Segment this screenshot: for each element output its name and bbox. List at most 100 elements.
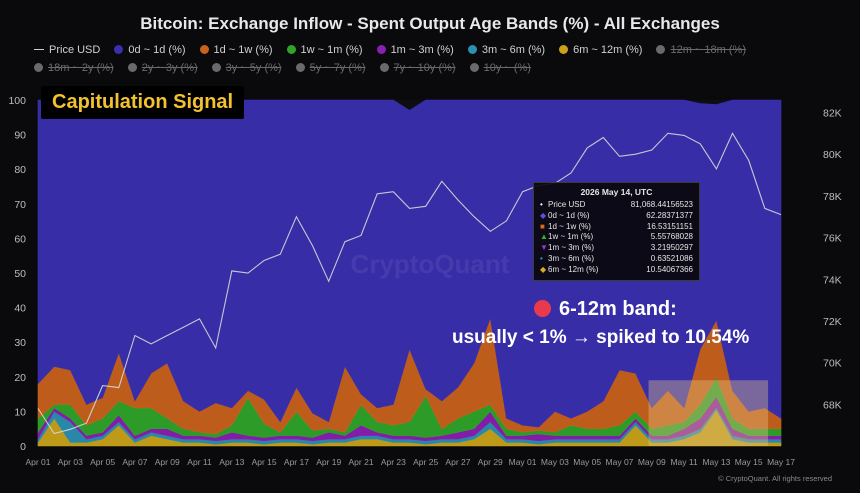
y-left-tick-6: 60 xyxy=(14,233,26,245)
y-right-tick-6: 80K xyxy=(823,149,842,161)
price-line xyxy=(37,132,782,435)
legend-label: 7y ~ 10y (%) xyxy=(393,62,456,74)
legend-item-0[interactable]: Price USD xyxy=(34,41,100,59)
x-tick-4: Apr 09 xyxy=(155,457,180,467)
legend-item-2[interactable]: 1d ~ 1w (%) xyxy=(199,41,273,59)
tooltip-value: 81,068.44156523 xyxy=(630,200,693,209)
circle-swatch-icon xyxy=(656,45,666,54)
annotation-line1: 6-12m band: xyxy=(559,298,677,320)
legend-item-3[interactable]: 1w ~ 1m (%) xyxy=(286,41,363,59)
highlight-box xyxy=(648,380,769,446)
x-tick-17: May 05 xyxy=(573,457,601,467)
tooltip-marker-icon: • xyxy=(540,200,543,209)
tooltip-value: 62.28371377 xyxy=(646,210,693,220)
legend: Price USD 0d ~ 1d (%) 1d ~ 1w (%) 1w ~ 1m (… xyxy=(34,41,834,77)
y-left-tick-1: 10 xyxy=(14,406,26,418)
tooltip-marker-icon: ■ xyxy=(540,221,545,231)
x-tick-18: May 07 xyxy=(606,457,634,467)
legend-label: 10y ~ (%) xyxy=(483,62,531,74)
legend-label: 3y ~ 5y (%) xyxy=(225,62,282,74)
legend-label: 5y ~ 7y (%) xyxy=(309,62,366,74)
circle-swatch-icon xyxy=(286,45,296,54)
legend-item-1[interactable]: 0d ~ 1d (%) xyxy=(114,41,186,59)
x-tick-21: May 13 xyxy=(702,457,730,467)
legend-item-7[interactable]: 12m ~ 18m (%) xyxy=(656,41,746,59)
y-right-tick-0: 68K xyxy=(823,399,842,411)
x-tick-22: May 15 xyxy=(735,457,763,467)
legend-label: 2y ~ 3y (%) xyxy=(141,62,198,74)
legend-label: 12m ~ 18m (%) xyxy=(670,44,746,56)
circle-swatch-icon xyxy=(199,45,209,54)
x-tick-15: May 01 xyxy=(509,457,537,467)
axes: 0 10 20 30 40 50 60 70 80 90 100 68K 70K 72K 74K 76K 78K… xyxy=(8,95,841,467)
x-tick-23: May 17 xyxy=(767,457,795,467)
tooltip-label: 6m ~ 12m (%) xyxy=(548,264,599,274)
tooltip-row-0: • Price USD 81,068.44156523 xyxy=(540,200,693,211)
tooltip-row-6: ◆ 6m ~ 12m (%) 10.54067366 xyxy=(540,265,693,276)
circle-swatch-icon xyxy=(467,45,477,54)
legend-item-12[interactable]: 7y ~ 10y (%) xyxy=(379,59,456,77)
legend-label: 18m ~ 2y (%) xyxy=(48,62,114,74)
tooltip-row-3: ▲1w ~ 1m (%) 5.55768028 xyxy=(540,232,693,243)
x-tick-14: Apr 29 xyxy=(478,457,503,467)
legend-label: 3m ~ 6m (%) xyxy=(481,44,546,56)
x-tick-19: May 09 xyxy=(638,457,666,467)
x-tick-2: Apr 05 xyxy=(90,457,115,467)
y-right-tick-4: 76K xyxy=(823,233,842,245)
x-tick-13: Apr 27 xyxy=(445,457,470,467)
legend-label: 1w ~ 1m (%) xyxy=(300,44,363,56)
legend-item-4[interactable]: 1m ~ 3m (%) xyxy=(376,41,454,59)
circle-swatch-icon xyxy=(295,63,305,72)
legend-label: Price USD xyxy=(49,44,101,56)
y-left-tick-9: 90 xyxy=(14,130,26,142)
legend-label: 6m ~ 12m (%) xyxy=(573,44,643,56)
red-dot-icon xyxy=(534,300,551,317)
circle-swatch-icon xyxy=(114,45,124,54)
circle-swatch-icon xyxy=(34,63,43,72)
highlight-rect xyxy=(648,380,769,446)
area-series-5 xyxy=(37,99,782,428)
y-right-tick-2: 72K xyxy=(823,316,842,328)
x-tick-20: May 11 xyxy=(670,457,698,467)
tooltip-rows: • Price USD 81,068.44156523 ◆ 0d ~ 1d (%) 62.… xyxy=(540,200,693,276)
tooltip-row-5: • 3m ~ 6m (%) 0.63521086 xyxy=(540,254,693,265)
circle-swatch-icon xyxy=(211,63,221,72)
legend-item-6[interactable]: 6m ~ 12m (%) xyxy=(559,41,642,59)
tooltip-marker-icon: ▼ xyxy=(540,243,548,253)
y-right-tick-3: 74K xyxy=(823,274,842,286)
tooltip-label: 1w ~ 1m (%) xyxy=(548,232,594,242)
x-tick-16: May 03 xyxy=(541,457,569,467)
legend-item-11[interactable]: 5y ~ 7y (%) xyxy=(295,59,366,77)
circle-swatch-icon xyxy=(376,45,386,54)
watermark: CryptoQuant xyxy=(351,249,510,279)
legend-item-13[interactable]: 10y ~ (%) xyxy=(469,59,531,77)
x-tick-1: Apr 03 xyxy=(58,457,83,467)
y-right-tick-5: 78K xyxy=(823,191,842,203)
x-tick-10: Apr 21 xyxy=(349,457,374,467)
tooltip-label: 1m ~ 3m (%) xyxy=(548,243,595,253)
x-tick-12: Apr 25 xyxy=(413,457,438,467)
x-tick-7: Apr 15 xyxy=(252,457,277,467)
circle-swatch-icon xyxy=(559,45,569,54)
y-left-tick-3: 30 xyxy=(14,337,26,349)
tooltip-label: 3m ~ 6m (%) xyxy=(548,253,595,263)
chart-title: Bitcoin: Exchange Inflow - Spent Output … xyxy=(140,14,720,33)
tooltip-row-2: ■ 1d ~ 1w (%) 16.53151151 xyxy=(540,222,693,233)
circle-swatch-icon xyxy=(469,63,479,72)
annotation-line1-row: 6-12m band: xyxy=(534,298,782,321)
circle-swatch-icon xyxy=(379,63,389,72)
tooltip-value: 3.21950297 xyxy=(650,243,693,253)
capitulation-signal-label: Capitulation Signal xyxy=(41,86,245,119)
legend-item-5[interactable]: 3m ~ 6m (%) xyxy=(467,41,546,59)
annotation: 6-12m band: usually < 1% → spiked to 10.… xyxy=(452,298,782,349)
tooltip-marker-icon: ◆ xyxy=(540,264,547,274)
line-swatch-icon xyxy=(34,49,44,50)
x-tick-6: Apr 13 xyxy=(219,457,244,467)
tooltip: 2026 May 14, UTC • Price USD 81,068.441565… xyxy=(533,182,700,281)
tooltip-label: 0d ~ 1d (%) xyxy=(548,210,590,220)
legend-label: 1d ~ 1w (%) xyxy=(213,44,273,56)
legend-item-10[interactable]: 3y ~ 5y (%) xyxy=(211,59,282,77)
legend-item-9[interactable]: 2y ~ 3y (%) xyxy=(127,59,198,77)
legend-item-8[interactable]: 18m ~ 2y (%) xyxy=(34,59,114,77)
price-usd-line xyxy=(37,132,782,435)
